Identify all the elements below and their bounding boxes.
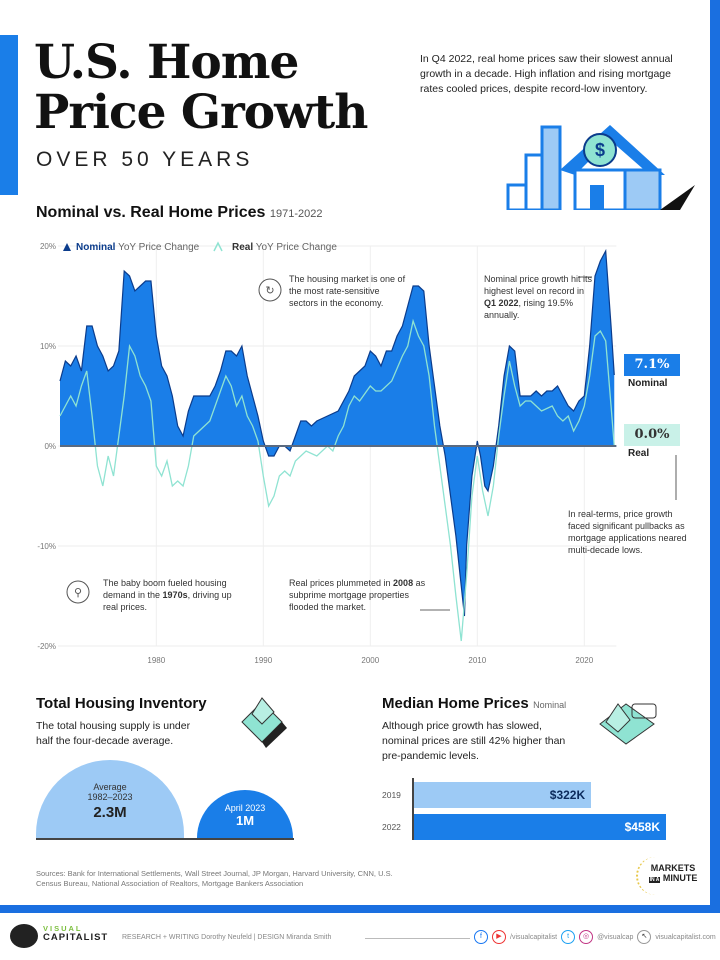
average-period: 1982–2023 [87,792,133,802]
instagram-icon[interactable]: ◎ [579,930,594,944]
annotation-crash-2008: Real prices plummeted in 2008 as subprim… [289,578,426,612]
inventory-title: Total Housing Inventory [36,695,207,712]
annotation-peak-2022: Nominal price growth hit its highest lev… [484,274,593,320]
average-value: 2.3M [93,804,127,821]
social-handle-2-link[interactable]: @visualcap [597,933,634,941]
markets-in-a-minute-logo: MARKETS IN A MINUTE [636,857,708,895]
legend-real: Real YoY Price Change [232,242,337,253]
inventory-baseline [36,838,294,840]
median-bar-year: 2022 [382,822,401,832]
brand-logo-text: VISUAL CAPITALIST [43,924,109,943]
facebook-icon[interactable]: f [474,930,488,944]
chart-title: Nominal vs. Real Home Prices 1971-2022 [36,204,323,222]
real-end-value: 0.0% [624,424,680,446]
y-tick-label: -20% [37,642,56,651]
chart-axes: 20% 10% 0% -10% -20% 1980 1990 2000 2010 2020 [37,242,617,665]
annotation-rate-sensitive: The housing market is one of the most ra… [289,274,406,308]
median-axis [412,778,414,840]
footer-divider [365,938,470,939]
nominal-area [60,251,615,616]
page-title: U.S. Home Price Growth [34,35,368,140]
legend-nominal: Nominal YoY Price Change [76,242,200,253]
nominal-end-label: Nominal [628,378,668,389]
x-tick-label: 1980 [147,656,165,665]
annotation-baby-boom: The baby boom fueled housing demand in t… [103,578,232,612]
y-tick-label: 20% [40,242,56,251]
current-label: April 2023 [224,803,266,813]
social-handle-link[interactable]: /visualcapitalist [510,933,558,941]
median-title: Median Home Prices Nominal [382,695,567,712]
chart-series [59,248,615,642]
price-growth-chart: 20% 10% 0% -10% -20% 1980 1990 2000 2010 2020 Nom… [37,241,677,665]
credits: RESEARCH + WRITING Dorothy Neufeld | DES… [122,934,332,941]
cursor-icon: ↖ [637,930,652,944]
chart-period: 1971-2022 [269,208,323,220]
median-bar-year: 2019 [382,790,401,800]
page-subtitle: OVER 50 YEARS [36,148,254,171]
median-subtitle: Although price growth has slowed, nomina… [382,720,566,762]
real-line [59,318,615,642]
visual-capitalist-logo-icon [10,924,38,948]
median-bar: $322K [414,782,592,808]
stroller-glyph: ⚲ [74,587,82,599]
median-bar: $458K [414,814,666,840]
y-tick-label: 0% [44,442,56,451]
title-line-1: U.S. Home [34,35,299,90]
x-tick-label: 1990 [254,656,272,665]
current-value: 1M [235,813,255,828]
rate-cycle-glyph: ↻ [265,285,274,297]
social-links: f ▶ /visualcapitalist t ◎ @visualcap ↖ v… [474,930,716,944]
annotation-real-terms: In real-terms, price growth faced signif… [568,509,687,555]
stroller-icon [66,580,90,604]
twitter-icon[interactable]: t [561,930,576,944]
nominal-line [59,248,615,617]
average-label: Average [93,782,127,792]
chart-title-text: Nominal vs. Real Home Prices [36,204,266,221]
rate-cycle-icon [258,278,282,302]
nominal-legend-icon [63,243,71,251]
house-coin-illustration-icon: $ [506,125,695,210]
inventory-subtitle: The total housing supply is under half t… [36,720,191,747]
open-box-house-icon [241,697,287,748]
nominal-end-value: 7.1% [624,354,680,376]
x-tick-label: 2020 [575,656,593,665]
y-tick-label: 10% [40,342,56,351]
website-link[interactable]: visualcapitalist.com [655,933,716,941]
x-tick-label: 2010 [468,656,486,665]
chart-legend: Nominal YoY Price Change Real YoY Price … [63,241,337,253]
real-end-label: Real [628,448,650,459]
accent-bar [0,35,18,195]
youtube-icon[interactable]: ▶ [492,930,506,944]
intro-text: In Q4 2022, real home prices saw their s… [420,53,673,95]
house-in-basket-icon [599,703,657,745]
real-legend-icon [213,241,223,252]
x-tick-label: 2000 [361,656,379,665]
title-line-2: Price Growth [34,85,368,140]
y-tick-label: -10% [37,542,56,551]
svg-text:$: $ [595,140,605,160]
sources: Sources: Bank for International Settleme… [36,869,393,888]
